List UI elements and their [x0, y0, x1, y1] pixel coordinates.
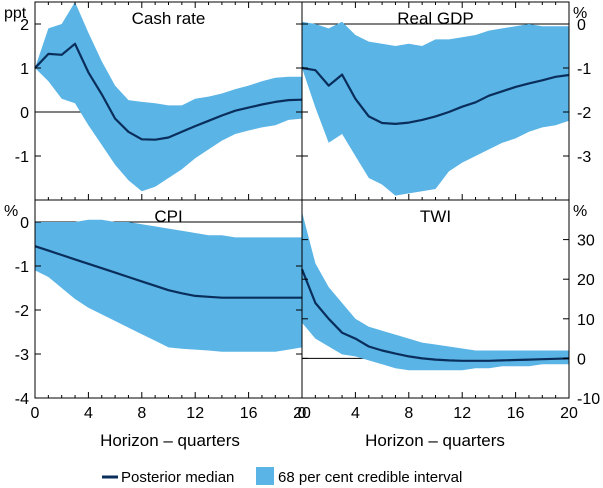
median-line-cpi — [34, 245, 302, 299]
ytick-label-cpi: -2 — [15, 303, 29, 320]
panel-title-cash-rate: Cash rate — [132, 9, 206, 28]
x-axis-label-left: Horizon – quarters — [100, 431, 240, 450]
panel-title-cpi: CPI — [154, 207, 182, 226]
credible-band-cpi — [35, 219, 302, 352]
unit-label-twi: % — [573, 203, 587, 220]
ytick-label-cash-rate: 1 — [20, 61, 29, 78]
unit-label-cash-rate: ppt — [4, 5, 27, 22]
ytick-label-cpi: 0 — [20, 215, 29, 232]
credible-band-twi — [302, 211, 569, 371]
credible-band-cash-rate — [35, 2, 302, 192]
panel-cpi: -4 -3 -2 -1 0% CPI 0 4 8 12 16 20 — [4, 199, 311, 422]
xtick-label-cpi: 12 — [186, 405, 204, 422]
ytick-label-twi: 10 — [577, 312, 595, 329]
legend: Posterior median 68 per cent credible in… — [102, 467, 462, 486]
ytick-label-twi: 20 — [577, 272, 595, 289]
ytick-label-cash-rate: 2 — [20, 17, 29, 34]
ytick-label-twi: 0 — [577, 351, 586, 368]
ytick-label-cpi: -1 — [15, 259, 29, 276]
ytick-label-cpi: -4 — [15, 391, 29, 408]
xtick-label-twi: 12 — [453, 405, 471, 422]
xtick-label-twi: 0 — [298, 405, 307, 422]
ytick-label-cpi: -3 — [15, 347, 29, 364]
ytick-label-cash-rate: 0 — [20, 105, 29, 122]
ytick-label-real-gdp: 0 — [577, 17, 586, 34]
xtick-label-twi: 4 — [351, 405, 360, 422]
median-line-twi — [300, 268, 570, 362]
panel-title-real-gdp: Real GDP — [397, 9, 474, 28]
panel-real-gdp: -3 -2 -1 0% Real GDP — [301, 1, 591, 201]
xtick-label-twi: 20 — [560, 405, 578, 422]
legend-band-swatch — [256, 467, 274, 485]
xtick-label-cpi: 8 — [137, 405, 146, 422]
unit-label-real-gdp: % — [573, 5, 587, 22]
xtick-label-cpi: 20 — [293, 405, 311, 422]
credible-band-real-gdp — [302, 21, 569, 196]
panel-twi: -10 0 10 20 30% TWI 0 4 8 12 16 20 — [298, 199, 600, 422]
legend-band-label: 68 per cent credible interval — [278, 469, 462, 486]
ytick-label-real-gdp: -2 — [577, 105, 591, 122]
x-axis-label-right: Horizon – quarters — [365, 431, 505, 450]
ytick-label-real-gdp: -3 — [577, 149, 591, 166]
panel-title-twi: TWI — [420, 207, 451, 226]
xtick-label-cpi: 0 — [31, 405, 40, 422]
legend-median-label: Posterior median — [121, 469, 234, 486]
median-line-real-gdp — [301, 66, 570, 126]
xtick-label-twi: 16 — [507, 405, 525, 422]
xtick-label-cpi: 4 — [84, 405, 93, 422]
ytick-label-twi: -10 — [577, 391, 600, 408]
ytick-label-twi: 30 — [577, 233, 595, 250]
xtick-label-cpi: 16 — [240, 405, 258, 422]
unit-label-cpi: % — [4, 203, 18, 220]
xtick-label-twi: 8 — [404, 405, 413, 422]
ytick-label-cash-rate: -1 — [15, 149, 29, 166]
ytick-label-real-gdp: -1 — [577, 61, 591, 78]
median-line-cash-rate — [34, 42, 303, 141]
